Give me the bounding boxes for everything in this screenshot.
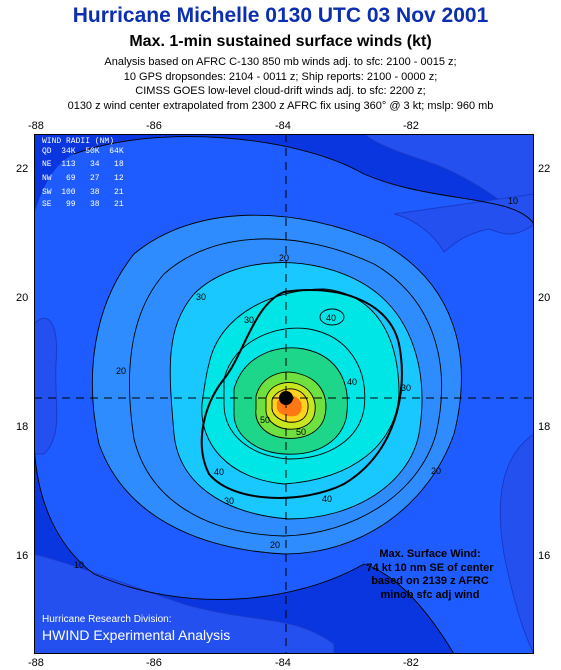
- chart-title: Hurricane Michelle 0130 UTC 03 Nov 2001: [72, 4, 489, 27]
- max-wind-line: 74 kt 10 nm SE of center: [366, 561, 494, 574]
- wind-radii-header: QD 34K 50K 64K: [42, 147, 124, 156]
- land-cuba: [393, 193, 534, 253]
- contour-label: 20: [270, 540, 280, 550]
- lon-label-bottom: -86: [146, 657, 162, 669]
- contour-50: [233, 347, 348, 455]
- contour-label: 20: [279, 253, 289, 263]
- lon-label-top: -86: [146, 120, 162, 132]
- note-line: CIMSS GOES low-level cloud-drift winds a…: [135, 85, 426, 97]
- contour-55: [255, 371, 327, 439]
- contour-label: 40: [214, 467, 224, 477]
- lon-label-top: -82: [403, 120, 419, 132]
- lat-label-left: 16: [16, 550, 29, 562]
- max-wind-line: Max. Surface Wind:: [379, 548, 481, 560]
- contour-label: 10: [508, 196, 518, 206]
- contour-10: [73, 136, 534, 225]
- wind-radii-row: NW 69 27 12: [42, 174, 124, 183]
- analysis-notes: Analysis based on AFRC C-130 850 mb wind…: [0, 55, 561, 113]
- land-yucatan: [34, 317, 58, 455]
- contour-label: 40: [347, 377, 357, 387]
- lat-label-right: 18: [538, 421, 551, 433]
- max-wind-annotation: Max. Surface Wind: 74 kt 10 nm SE of cen…: [350, 548, 510, 602]
- wind-radii-title: WIND RADII (NM): [42, 137, 115, 146]
- land-central-america: [34, 553, 335, 654]
- credit-division: Hurricane Research Division:: [42, 614, 172, 625]
- contour-label: 20: [431, 466, 441, 476]
- contour-60: [265, 382, 316, 430]
- contour-label: 30: [224, 496, 234, 506]
- contour-lines: [34, 136, 534, 654]
- max-wind-line: minob sfc adj wind: [380, 588, 480, 601]
- contour-label: 40: [322, 494, 332, 504]
- note-line: 10 GPS dropsondes: 2104 - 0011 z; Ship r…: [123, 70, 438, 83]
- contour-label: 10: [74, 560, 84, 570]
- contour-label: 20: [116, 366, 126, 376]
- contour-label: 50: [296, 427, 306, 437]
- lon-label-top: -84: [275, 120, 291, 132]
- lat-label-right: 16: [538, 550, 551, 562]
- land-southeast: [499, 433, 534, 654]
- contour-30: [169, 262, 423, 520]
- contour-40-cell: [319, 308, 345, 326]
- note-line: 0130 z wind center extrapolated from 230…: [67, 99, 494, 112]
- chart-subtitle: Max. 1-min sustained surface winds (kt): [129, 33, 432, 50]
- lon-label-top: -88: [28, 120, 44, 132]
- contour-45: [223, 327, 366, 460]
- contour-25: [129, 238, 442, 537]
- contour-10: [34, 433, 455, 654]
- lat-label-right: 22: [538, 163, 551, 175]
- contour-label: 50: [260, 415, 270, 425]
- contour-label: 40: [326, 313, 336, 323]
- lat-label-left: 22: [16, 163, 29, 175]
- contour-label: 30: [196, 292, 206, 302]
- credit-analysis: HWIND Experimental Analysis: [42, 627, 231, 643]
- contour-20: [91, 214, 462, 555]
- max-wind-line: based on 2139 z AFRC: [371, 575, 489, 587]
- contour-label: 30: [401, 383, 411, 393]
- wind-field-map: 10 10 20 20 20 20 30 30 30 30 40 40 40 4…: [34, 134, 534, 654]
- lat-label-right: 20: [538, 292, 551, 304]
- lat-label-left: 20: [16, 292, 29, 304]
- wind-radii-row: SE 99 38 21: [42, 200, 124, 209]
- lon-label-bottom: -84: [275, 657, 291, 669]
- lon-label-bottom: -82: [403, 657, 419, 669]
- note-line: Analysis based on AFRC C-130 850 mb wind…: [104, 56, 457, 68]
- map-frame: [34, 134, 534, 654]
- contour-40: [201, 288, 400, 485]
- lat-label-left: 18: [16, 421, 29, 433]
- wind-radii-row: NE 113 34 18: [42, 160, 124, 169]
- contour-65: [271, 388, 309, 423]
- contour-label: 30: [244, 315, 254, 325]
- wind-radii-row: SW 100 38 21: [42, 188, 124, 197]
- lon-label-bottom: -88: [28, 657, 44, 669]
